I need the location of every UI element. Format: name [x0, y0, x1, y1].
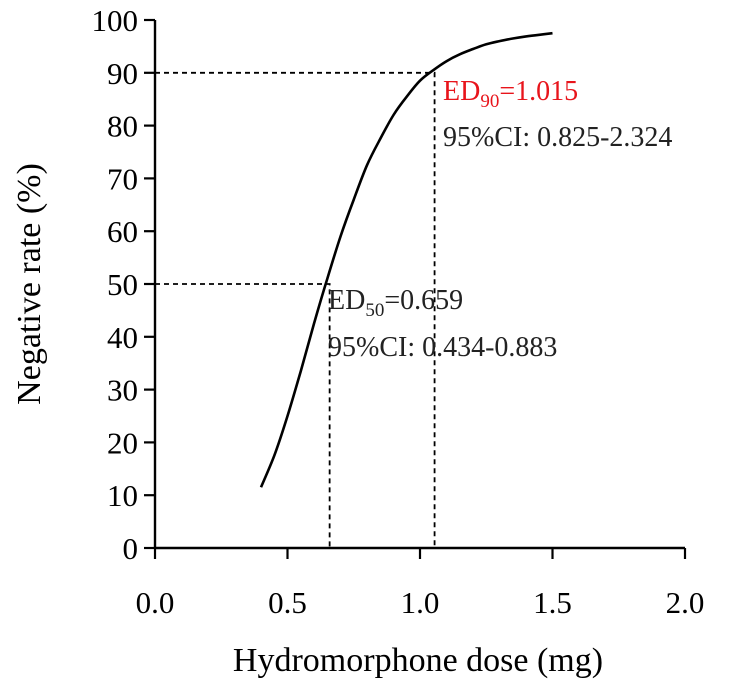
y-tick-label: 0	[123, 531, 139, 566]
x-tick-label: 0.5	[268, 585, 307, 620]
y-tick-label: 30	[107, 373, 138, 408]
ed50-label: ED50=0.659	[328, 285, 463, 321]
reference-lines	[155, 71, 436, 548]
x-tick-label: 1.0	[401, 585, 440, 620]
reference-line	[155, 71, 436, 548]
reference-line	[155, 283, 331, 548]
y-tick-label: 50	[107, 267, 138, 302]
x-tick-label: 0.0	[136, 585, 175, 620]
y-axis-title: Negative rate (%)	[11, 163, 48, 405]
x-axis-title: Hydromorphone dose (mg)	[233, 642, 603, 679]
y-tick-label: 40	[107, 320, 138, 355]
y-tick-label: 100	[92, 3, 139, 38]
y-tick-label: 60	[107, 214, 138, 249]
dose-response-curve	[259, 31, 553, 488]
y-tick-label: 10	[107, 478, 138, 513]
ed90-label: ED90=1.015	[443, 76, 578, 112]
axes	[153, 20, 685, 550]
y-tick-label: 80	[107, 109, 138, 144]
x-ticks: 0.0 0.5 1.0 1.5 2.0	[136, 548, 705, 620]
y-tick-label: 70	[107, 161, 138, 196]
x-tick-label: 1.5	[533, 585, 572, 620]
ed50-ci-label: 95%CI: 0.434-0.883	[328, 332, 557, 363]
y-tick-label: 90	[107, 56, 138, 91]
x-tick-label: 2.0	[666, 585, 705, 620]
y-ticks: 0 10 20 30 40 50 60 70 80 90 100	[92, 3, 155, 566]
ed90-ci-label: 95%CI: 0.825-2.324	[443, 122, 672, 153]
y-tick-label: 20	[107, 425, 138, 460]
